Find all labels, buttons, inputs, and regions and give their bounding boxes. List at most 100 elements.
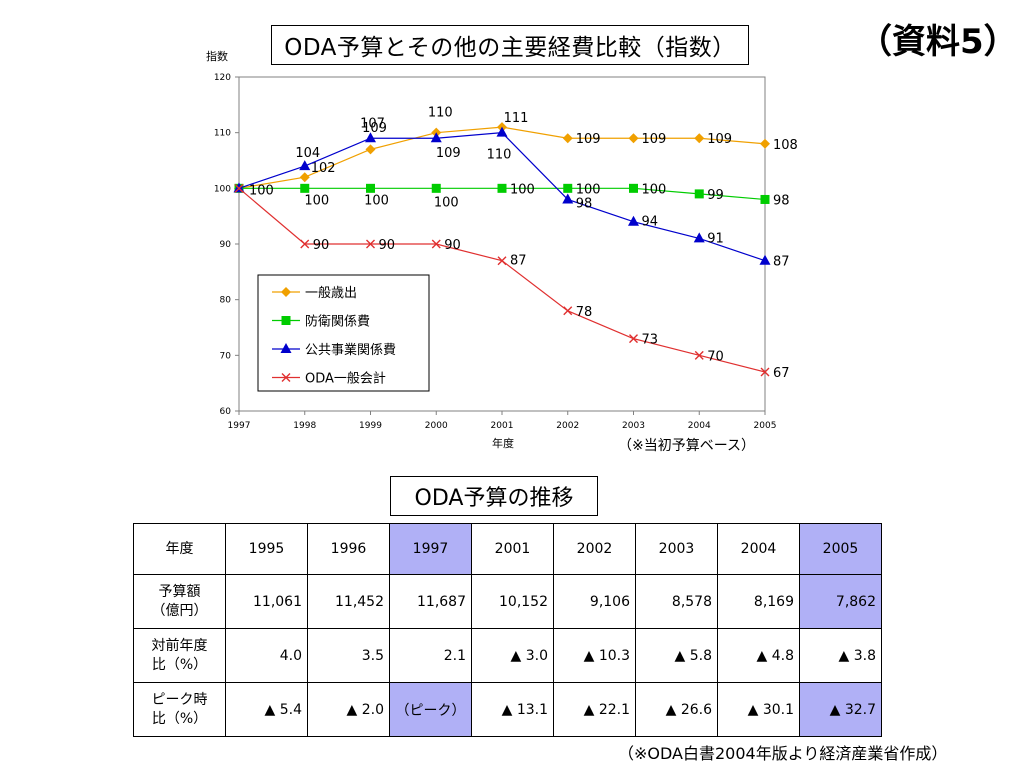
table-cell-highlighted: 7,862 xyxy=(799,574,882,629)
data-label: 108 xyxy=(773,138,798,153)
data-label: 109 xyxy=(707,132,732,147)
row-label: 対前年度 比（%） xyxy=(133,628,226,683)
table-cell: ▲ 30.1 xyxy=(717,682,800,737)
table-cell: ▲ 5.4 xyxy=(225,682,308,737)
data-point xyxy=(760,367,770,377)
data-point xyxy=(563,306,573,316)
x-tick-label: 1999 xyxy=(359,421,382,431)
x-tick-label: 2003 xyxy=(622,421,645,431)
data-point xyxy=(562,193,574,204)
table-cell: ▲ 5.8 xyxy=(635,628,718,683)
data-point xyxy=(365,144,376,155)
table-cell: 10,152 xyxy=(471,574,554,629)
row-label-line1: 対前年度 xyxy=(151,637,208,654)
data-point xyxy=(694,350,704,360)
table-cell: 11,687 xyxy=(389,574,472,629)
data-point xyxy=(299,160,311,171)
chart-note: （※当初予算ベース） xyxy=(618,437,755,454)
year-cell: 1995 xyxy=(225,523,308,575)
year-cell-highlighted: 2005 xyxy=(799,523,882,575)
data-point xyxy=(299,172,310,183)
data-label: 90 xyxy=(313,238,330,253)
table-cell: ▲ 26.6 xyxy=(635,682,718,737)
data-label: 109 xyxy=(362,121,387,136)
row-label-line2: （億円） xyxy=(151,602,208,619)
data-point xyxy=(694,133,705,144)
line-chart: 60 70 80 90 100 110 120 1997 1998 1999 2000 2001 200… xyxy=(206,49,798,454)
data-label: 100 xyxy=(249,183,274,198)
table-cell-highlighted: （ピーク） xyxy=(389,682,472,737)
row-label-line2: 比（%） xyxy=(151,710,208,727)
table-cell: 9,106 xyxy=(553,574,636,629)
data-label: 100 xyxy=(576,182,601,197)
data-point xyxy=(628,133,639,144)
data-point xyxy=(431,183,441,193)
data-point xyxy=(694,189,704,199)
y-tick-label: 80 xyxy=(220,296,232,306)
data-point xyxy=(693,232,705,243)
data-label: 87 xyxy=(510,254,527,269)
legend-label: 公共事業関係費 xyxy=(305,342,396,358)
row-label-line1: ピーク時 xyxy=(151,691,208,708)
table-cell: 3.5 xyxy=(307,628,390,683)
budget-table: 年度 1995 1996 1997 2001 2002 2003 2004 20… xyxy=(133,523,882,737)
data-point xyxy=(300,183,310,193)
table-cell: 2.1 xyxy=(389,628,472,683)
data-label: 100 xyxy=(304,193,329,208)
legend-label: ODA一般会計 xyxy=(305,371,386,387)
x-axis-label: 年度 xyxy=(492,436,514,450)
data-point xyxy=(234,183,244,193)
legend-marker xyxy=(280,343,292,353)
data-point xyxy=(300,239,310,249)
legend-marker xyxy=(281,316,291,325)
x-tick-label: 2004 xyxy=(688,421,711,431)
data-label: 111 xyxy=(504,111,529,126)
x-tick-label: 1997 xyxy=(228,421,251,431)
document-label: （資料5） xyxy=(858,22,1018,62)
data-label: 67 xyxy=(773,366,790,381)
y-tick-label: 110 xyxy=(214,129,231,139)
table-cell: ▲ 13.1 xyxy=(471,682,554,737)
data-label: 94 xyxy=(642,215,659,230)
data-point xyxy=(562,133,573,144)
y-tick-label: 120 xyxy=(214,73,231,83)
data-label: 104 xyxy=(295,146,320,161)
data-point xyxy=(431,239,441,249)
data-point xyxy=(233,182,245,193)
table-row-yoy: 対前年度 比（%） 4.0 3.5 2.1 ▲ 3.0 ▲ 10.3 ▲ 5.8 … xyxy=(133,628,882,683)
data-point xyxy=(628,215,639,226)
data-point xyxy=(760,138,770,149)
data-point xyxy=(497,256,507,266)
year-cell: 2001 xyxy=(471,523,554,575)
data-point xyxy=(759,254,771,265)
data-label: 78 xyxy=(576,305,593,320)
table-title: ODA予算の推移 xyxy=(390,476,598,516)
data-point xyxy=(430,132,442,143)
year-cell-highlighted: 1997 xyxy=(389,523,472,575)
row-label: ピーク時比（%） xyxy=(133,682,226,737)
x-tick-label: 2002 xyxy=(556,421,579,431)
data-point xyxy=(629,334,638,344)
data-label: 110 xyxy=(428,106,453,121)
data-point xyxy=(629,183,638,193)
table-cell: ▲ 4.8 xyxy=(717,628,800,683)
data-label: 107 xyxy=(360,116,385,131)
table-cell: 8,169 xyxy=(717,574,800,629)
data-label: 109 xyxy=(436,146,461,161)
year-cell: 2003 xyxy=(635,523,718,575)
year-cell: 1996 xyxy=(307,523,390,575)
table-cell: 11,452 xyxy=(307,574,390,629)
data-label: 109 xyxy=(642,132,667,147)
data-label: 98 xyxy=(576,196,593,211)
data-label: 100 xyxy=(364,193,389,208)
legend-label: 防衛関係費 xyxy=(305,314,370,330)
data-point xyxy=(496,126,508,137)
data-point xyxy=(563,183,573,193)
year-cell: 2002 xyxy=(553,523,636,575)
data-point xyxy=(497,183,507,193)
chart-title: ODA予算とその他の主要経費比較（指数） xyxy=(271,25,749,65)
table-row-budget: 予算額 （億円） 11,061 11,452 11,687 10,152 9,10… xyxy=(133,574,882,629)
table-cell: ▲ 10.3 xyxy=(553,628,636,683)
data-point xyxy=(760,194,770,204)
data-point xyxy=(366,239,375,249)
